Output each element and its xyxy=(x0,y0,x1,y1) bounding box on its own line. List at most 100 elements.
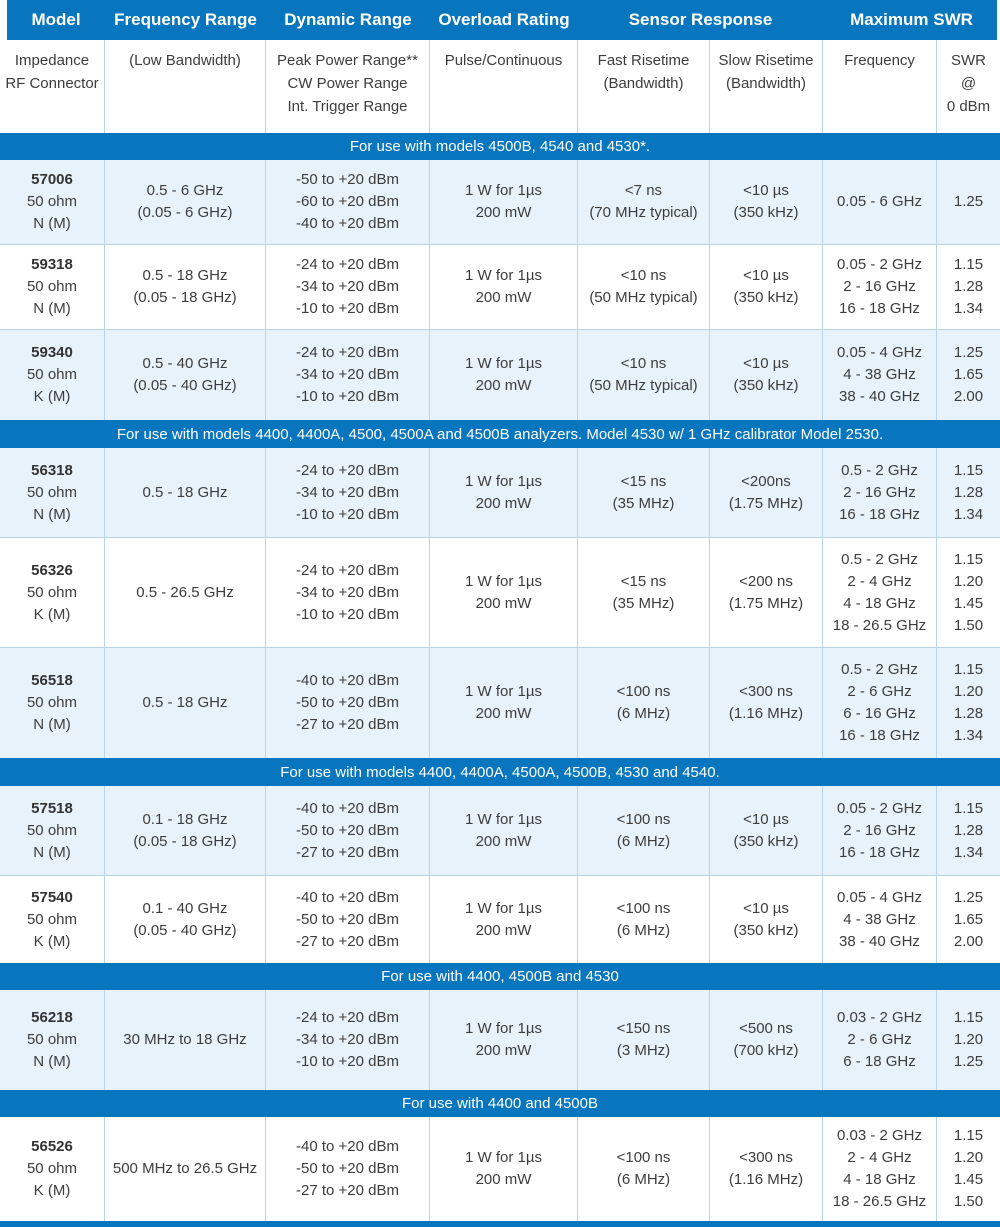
swr-value-cell: 1.15 1.20 1.45 1.50 xyxy=(953,1127,984,1210)
table-row: 56518 50 ohm N (M) 0.5 - 18 GHz -40 to +20… xyxy=(0,648,1000,758)
table-row: 59318 50 ohm N (M) 0.5 - 18 GHz (0.05 - 18… xyxy=(0,245,1000,330)
model-connector: N (M) xyxy=(33,1053,71,1070)
slow-risetime-cell: <10 µs (350 kHz) xyxy=(710,330,823,420)
model-connector: N (M) xyxy=(33,716,71,733)
swr-frequency-cell: 0.5 - 2 GHz 2 - 16 GHz 16 - 18 GHz xyxy=(823,448,937,537)
frequency-range-cell: 0.5 - 40 GHz (0.05 - 40 GHz) xyxy=(105,330,266,420)
fast-risetime-cell: <15 ns (35 MHz) xyxy=(578,448,710,537)
fast-risetime-cell: <150 ns (3 MHz) xyxy=(578,990,710,1090)
fast-risetime-cell: <100 ns (6 MHz) xyxy=(578,648,710,758)
model-impedance: 50 ohm xyxy=(26,583,78,601)
model-impedance: 50 ohm xyxy=(26,1160,78,1177)
fast-risetime-cell: <10 ns (50 MHz typical) xyxy=(578,330,710,420)
column-header-maximum-swr: Maximum SWR xyxy=(850,10,973,29)
swr-value-cell: 1.25 xyxy=(953,193,984,210)
model-impedance: 50 ohm xyxy=(26,483,78,501)
swr-value-cell: 1.15 1.20 1.45 1.50 xyxy=(953,550,984,634)
frequency-range-cell: 0.5 - 6 GHz (0.05 - 6 GHz) xyxy=(105,160,266,244)
overload-rating-cell: 1 W for 1µs 200 mW xyxy=(430,448,578,537)
fast-risetime-cell: <100 ns (6 MHz) xyxy=(578,1117,710,1221)
swr-value-cell: 1.25 1.65 2.00 xyxy=(953,888,984,950)
model-number: 57006 xyxy=(31,171,73,188)
dynamic-range-cell: -40 to +20 dBm -50 to +20 dBm -27 to +20… xyxy=(266,648,430,758)
fast-risetime-cell: <15 ns (35 MHz) xyxy=(578,538,710,647)
model-impedance: 50 ohm xyxy=(26,1031,78,1048)
swr-value-cell: 1.25 1.65 2.00 xyxy=(953,344,984,405)
section-band: For use with 4400, 4500B and 4530 xyxy=(0,963,1000,990)
frequency-range-cell: 0.5 - 18 GHz xyxy=(105,648,266,758)
overload-rating-cell: 1 W for 1µs 200 mW xyxy=(430,786,578,875)
overload-rating-cell: 1 W for 1µs 200 mW xyxy=(430,245,578,329)
swr-frequency-cell: 0.5 - 2 GHz 2 - 6 GHz 6 - 16 GHz 16 - 18… xyxy=(823,648,937,758)
model-number: 57518 xyxy=(31,799,73,817)
dynamic-range-cell: -24 to +20 dBm -34 to +20 dBm -10 to +20… xyxy=(266,245,430,329)
dynamic-range-cell: -40 to +20 dBm -50 to +20 dBm -27 to +20… xyxy=(266,1117,430,1221)
swr-frequency-cell: 0.05 - 4 GHz 4 - 38 GHz 38 - 40 GHz xyxy=(823,330,937,420)
fast-risetime-cell: <7 ns (70 MHz typical) xyxy=(578,160,710,244)
dynamic-range-cell: -40 to +20 dBm -50 to +20 dBm -27 to +20… xyxy=(266,876,430,963)
fast-risetime-cell: <10 ns (50 MHz typical) xyxy=(578,245,710,329)
table-row: 57540 50 ohm K (M) 0.1 - 40 GHz (0.05 - 40… xyxy=(0,876,1000,963)
frequency-range-cell: 30 MHz to 18 GHz xyxy=(105,990,266,1090)
dynamic-range-cell: -24 to +20 dBm -34 to +20 dBm -10 to +20… xyxy=(266,448,430,537)
dynamic-range-cell: -24 to +20 dBm -34 to +20 dBm -10 to +20… xyxy=(266,330,430,420)
table-row: 56326 50 ohm K (M) 0.5 - 26.5 GHz -24 to +… xyxy=(0,538,1000,648)
dynamic-range-cell: -24 to +20 dBm -34 to +20 dBm -10 to +20… xyxy=(266,538,430,647)
model-number: 59318 xyxy=(31,256,73,273)
model-number: 56518 xyxy=(31,672,73,689)
swr-frequency-cell: 0.05 - 2 GHz 2 - 16 GHz 16 - 18 GHz xyxy=(823,245,937,329)
model-impedance: 50 ohm xyxy=(26,910,78,928)
table-row: 56218 50 ohm N (M) 30 MHz to 18 GHz -24 to… xyxy=(0,990,1000,1090)
slow-risetime-cell: <10 µs (350 kHz) xyxy=(710,876,823,963)
slow-risetime-cell: <10 µs (350 kHz) xyxy=(710,160,823,244)
table-header-band: Model Frequency Range Dynamic Range Over… xyxy=(7,0,997,40)
swr-frequency-cell: 0.03 - 2 GHz 2 - 6 GHz 6 - 18 GHz xyxy=(823,990,937,1090)
column-header-overload-rating: Overload Rating xyxy=(438,10,570,29)
model-connector: K (M) xyxy=(33,932,71,950)
model-cell: 57006 50 ohm N (M) xyxy=(0,160,105,244)
swr-frequency-cell: 0.5 - 2 GHz 2 - 4 GHz 4 - 18 GHz 18 - 26… xyxy=(823,538,937,647)
model-connector: K (M) xyxy=(33,1182,71,1199)
overload-rating-cell: 1 W for 1µs 200 mW xyxy=(430,330,578,420)
model-impedance: 50 ohm xyxy=(26,278,78,295)
swr-value-cell: 1.15 1.20 1.25 xyxy=(953,1009,984,1070)
section-band: For use with 4400 and 4500B xyxy=(0,1090,1000,1117)
swr-frequency-cell: 0.03 - 2 GHz 2 - 4 GHz 4 - 18 GHz 18 - 2… xyxy=(823,1117,937,1221)
swr-value-cell: 1.15 1.20 1.28 1.34 xyxy=(953,661,984,744)
frequency-range-cell: 0.1 - 40 GHz (0.05 - 40 GHz) xyxy=(105,876,266,963)
model-cell: 59340 50 ohm K (M) xyxy=(0,330,105,420)
model-number: 56218 xyxy=(31,1009,73,1026)
overload-rating-cell: 1 W for 1µs 200 mW xyxy=(430,160,578,244)
swr-frequency-cell: 0.05 - 4 GHz 4 - 38 GHz 38 - 40 GHz xyxy=(823,876,937,963)
overload-rating-cell: 1 W for 1µs 200 mW xyxy=(430,990,578,1090)
frequency-range-cell: 0.1 - 18 GHz (0.05 - 18 GHz) xyxy=(105,786,266,875)
slow-risetime-cell: <300 ns (1.16 MHz) xyxy=(710,648,823,758)
model-connector: N (M) xyxy=(33,300,71,317)
overload-rating-cell: 1 W for 1µs 200 mW xyxy=(430,538,578,647)
model-cell: 56318 50 ohm N (M) xyxy=(0,448,105,537)
model-connector: N (M) xyxy=(33,843,71,861)
subheader-frequency-range: (Low Bandwidth) xyxy=(105,40,266,133)
section-band: For use with models 4400, 4400A, 4500, 4… xyxy=(0,420,1000,448)
model-number: 57540 xyxy=(31,888,73,906)
slow-risetime-cell: <10 µs (350 kHz) xyxy=(710,786,823,875)
model-cell: 57540 50 ohm K (M) xyxy=(0,876,105,963)
column-header-sensor-response: Sensor Response xyxy=(628,10,773,29)
column-header-model: Model xyxy=(31,10,81,29)
table-row: 57518 50 ohm N (M) 0.1 - 18 GHz (0.05 - 18… xyxy=(0,786,1000,876)
overload-rating-cell: 1 W for 1µs 200 mW xyxy=(430,876,578,963)
subheader-model: Impedance RF Connector xyxy=(0,40,105,133)
model-cell: 56518 50 ohm N (M) xyxy=(0,648,105,758)
subheader-dynamic-range: Peak Power Range** CW Power Range Int. T… xyxy=(266,40,430,133)
swr-frequency-cell: 0.05 - 6 GHz xyxy=(823,160,937,244)
model-number: 56318 xyxy=(31,461,73,479)
frequency-range-cell: 0.5 - 18 GHz (0.05 - 18 GHz) xyxy=(105,245,266,329)
table-bottom-band xyxy=(0,1221,1000,1227)
column-header-dynamic-range: Dynamic Range xyxy=(284,10,412,29)
swr-value-cell: 1.15 1.28 1.34 xyxy=(953,461,984,523)
subheader-fast-risetime: Fast Risetime (Bandwidth) xyxy=(578,40,710,133)
table-row: 56318 50 ohm N (M) 0.5 - 18 GHz -24 to +20… xyxy=(0,448,1000,538)
section-band: For use with models 4400, 4400A, 4500A, … xyxy=(0,758,1000,786)
model-connector: K (M) xyxy=(33,605,71,623)
model-connector: N (M) xyxy=(33,505,71,523)
